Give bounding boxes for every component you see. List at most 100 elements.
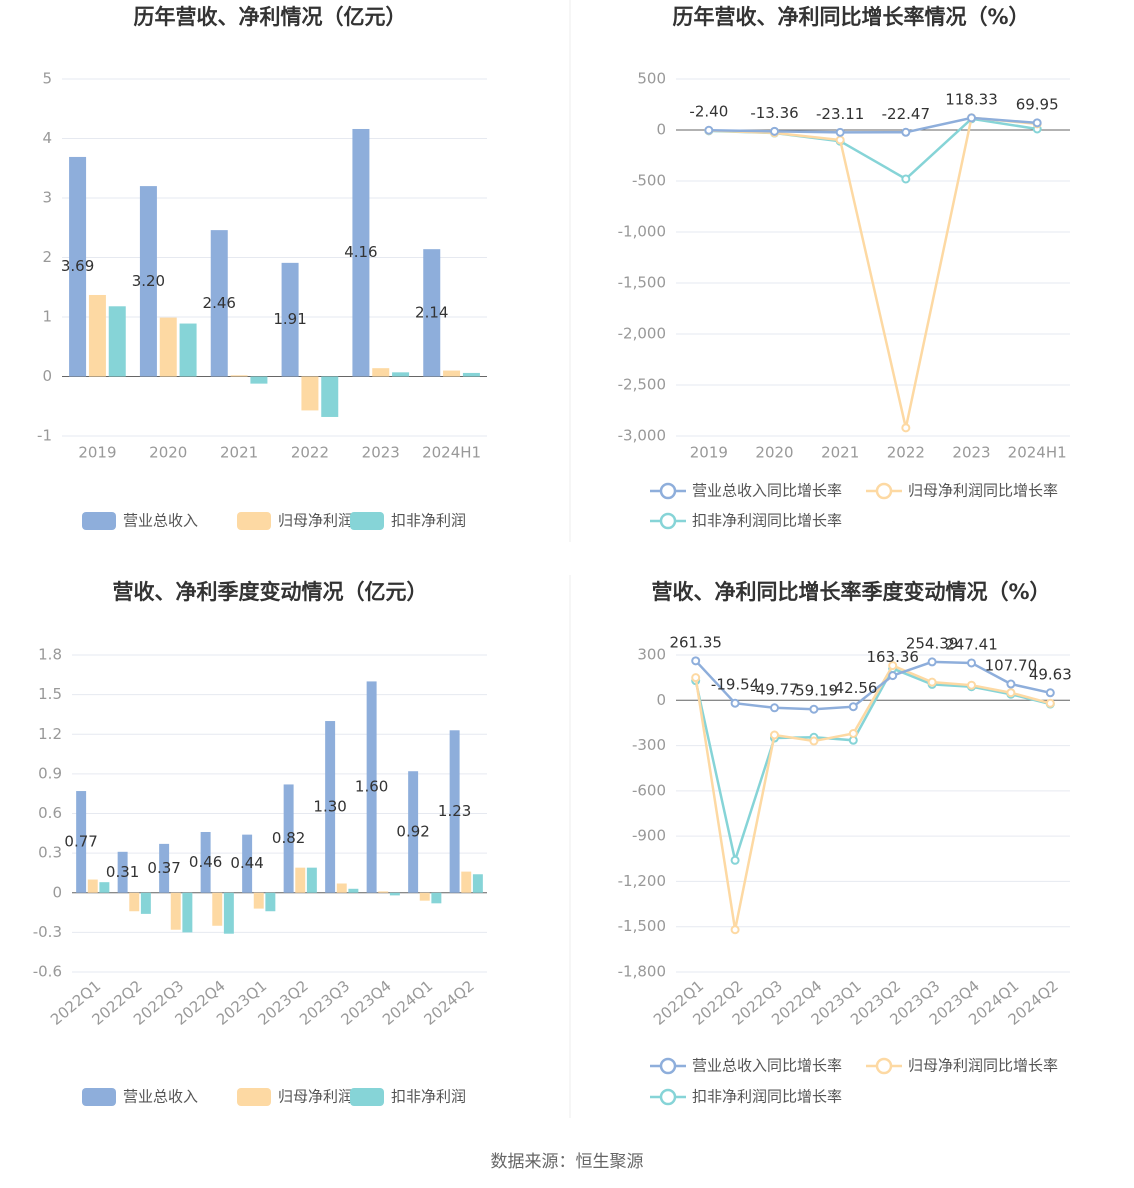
data-label: -22.47 [882, 105, 930, 123]
point [967, 658, 976, 668]
line [694, 667, 1051, 866]
y-tick-label: 0 [656, 121, 666, 139]
point [770, 126, 779, 136]
data-label: -49.77 [750, 680, 798, 698]
y-tick-label: 1.5 [38, 685, 62, 703]
data-label: 254.39 [906, 634, 959, 652]
y-tick-label: -900 [632, 827, 666, 845]
y-tick-label: -1 [37, 427, 52, 445]
legend-swatch [659, 1088, 677, 1106]
point [809, 704, 819, 714]
legend-label: 归母净利润 [278, 512, 353, 530]
x-tick-label: 2024H1 [1008, 444, 1067, 462]
legend-label: 营业总收入 [123, 512, 198, 530]
y-tick-label: 5 [42, 70, 52, 88]
bar [170, 892, 181, 930]
line [694, 663, 1051, 930]
y-tick-label: 0 [656, 691, 666, 709]
legend-swatch [350, 512, 384, 530]
bar [179, 323, 197, 377]
bar [159, 317, 177, 377]
bar [88, 294, 106, 377]
data-label: 1.91 [273, 310, 306, 328]
legend-swatch [82, 512, 116, 530]
legend-swatch [875, 482, 893, 500]
data-label: 1.23 [438, 802, 471, 820]
legend-label: 扣非净利润 [391, 1088, 466, 1106]
point [1045, 688, 1055, 698]
bar [283, 784, 294, 893]
chart-title: 营收、净利同比增长率季度变动情况（%） [651, 580, 1050, 604]
legend-label: 归母净利润 [278, 1088, 353, 1106]
point [901, 423, 911, 433]
point [1006, 688, 1016, 698]
bar [449, 730, 460, 893]
bar [352, 128, 370, 377]
point [730, 925, 740, 935]
data-label: 2.14 [415, 303, 448, 321]
x-tick-label: 2020 [149, 444, 187, 462]
data-label: 0.44 [230, 854, 263, 872]
x-tick-label: 2021 [220, 444, 258, 462]
data-label: 3.20 [132, 272, 165, 290]
point [888, 661, 898, 671]
point [730, 855, 740, 865]
x-tick-label: 2023 [952, 444, 990, 462]
point [770, 730, 779, 740]
bar [108, 306, 126, 377]
y-tick-label: 0 [52, 883, 62, 901]
bar [253, 892, 264, 909]
bar [336, 883, 347, 893]
line [708, 116, 1038, 134]
legend-label: 扣非净利润同比增长率 [692, 512, 842, 530]
y-tick-label: -500 [632, 172, 666, 190]
point [848, 728, 858, 738]
bar [389, 892, 400, 896]
x-tick-label: 2021 [821, 444, 859, 462]
source: 数据来源：恒生聚源 [491, 1152, 644, 1172]
y-tick-label: -1,000 [618, 223, 666, 241]
data-label: 49.63 [1029, 665, 1072, 683]
x-tick-label: 2019 [690, 444, 728, 462]
bar [129, 892, 140, 912]
legend-swatch [659, 482, 677, 500]
point [809, 736, 819, 746]
bar [69, 156, 87, 377]
data-label: 0.37 [147, 859, 180, 877]
bar [99, 882, 110, 893]
bar [87, 879, 98, 893]
bar [378, 891, 389, 893]
bar [301, 376, 319, 411]
point [1045, 698, 1055, 708]
bar [461, 871, 472, 893]
bar [159, 843, 170, 893]
bar [392, 372, 410, 377]
y-tick-label: -2,000 [618, 325, 666, 343]
chart-title: 营收、净利季度变动情况（亿元） [113, 580, 428, 604]
point [730, 698, 740, 708]
point [901, 127, 911, 137]
point [1006, 679, 1016, 689]
data-label: 3.69 [61, 257, 94, 275]
legend-label: 归母净利润同比增长率 [908, 1057, 1058, 1075]
point [901, 174, 911, 184]
bar [223, 892, 234, 934]
point [888, 671, 898, 681]
bar [295, 867, 306, 893]
data-label: 0.46 [189, 853, 222, 871]
line [708, 116, 1038, 429]
y-tick-label: 0 [42, 367, 52, 385]
point [927, 657, 937, 667]
y-tick-label: -0.3 [33, 923, 62, 941]
x-tick-label: 2019 [78, 444, 116, 462]
y-tick-label: -2,500 [618, 376, 666, 394]
y-tick-label: 2 [42, 248, 52, 266]
bar [348, 888, 359, 893]
bar [431, 892, 442, 904]
point [927, 677, 937, 687]
y-tick-label: -1,800 [618, 963, 666, 981]
point [835, 127, 845, 137]
bar [212, 892, 223, 926]
data-label: -59.19 [790, 682, 838, 700]
bar [419, 892, 430, 901]
